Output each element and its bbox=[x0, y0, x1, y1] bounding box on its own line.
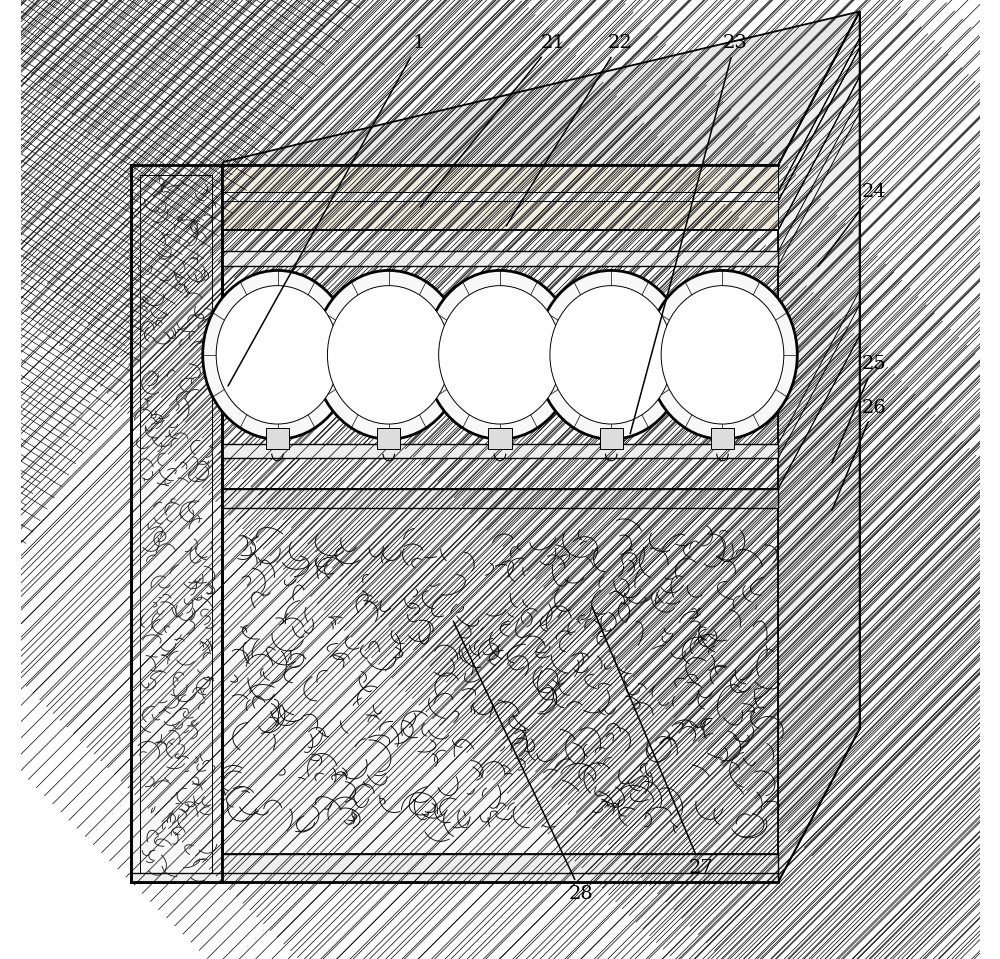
Bar bbox=[222, 444, 778, 458]
Bar bbox=[222, 230, 778, 489]
Ellipse shape bbox=[648, 270, 797, 439]
Bar bbox=[600, 428, 623, 449]
Bar bbox=[222, 192, 778, 201]
Bar bbox=[222, 163, 778, 882]
Bar bbox=[377, 428, 400, 449]
Bar bbox=[222, 251, 778, 266]
Bar bbox=[488, 428, 512, 449]
Text: 26: 26 bbox=[832, 399, 886, 510]
Text: 21: 21 bbox=[420, 35, 565, 207]
Bar bbox=[711, 428, 734, 449]
Ellipse shape bbox=[550, 286, 673, 424]
Ellipse shape bbox=[314, 270, 464, 439]
Bar bbox=[131, 165, 222, 882]
Bar bbox=[222, 201, 778, 230]
Polygon shape bbox=[222, 12, 860, 165]
Text: 1: 1 bbox=[228, 35, 425, 386]
Ellipse shape bbox=[439, 286, 561, 424]
Bar bbox=[222, 165, 778, 192]
Ellipse shape bbox=[203, 270, 352, 439]
Text: 23: 23 bbox=[630, 35, 747, 433]
Polygon shape bbox=[778, 12, 860, 882]
Text: 28: 28 bbox=[453, 621, 594, 902]
Bar bbox=[222, 508, 778, 854]
Ellipse shape bbox=[536, 270, 686, 439]
Ellipse shape bbox=[327, 286, 450, 424]
Bar bbox=[131, 873, 778, 882]
Bar bbox=[266, 428, 289, 449]
Bar bbox=[222, 489, 778, 508]
Text: 24: 24 bbox=[818, 183, 886, 267]
Ellipse shape bbox=[216, 286, 339, 424]
Text: 27: 27 bbox=[592, 607, 714, 877]
Text: 25: 25 bbox=[832, 356, 886, 462]
Text: 22: 22 bbox=[506, 35, 632, 226]
Ellipse shape bbox=[425, 270, 575, 439]
Ellipse shape bbox=[661, 286, 784, 424]
Bar bbox=[222, 854, 778, 882]
Bar bbox=[140, 175, 212, 873]
